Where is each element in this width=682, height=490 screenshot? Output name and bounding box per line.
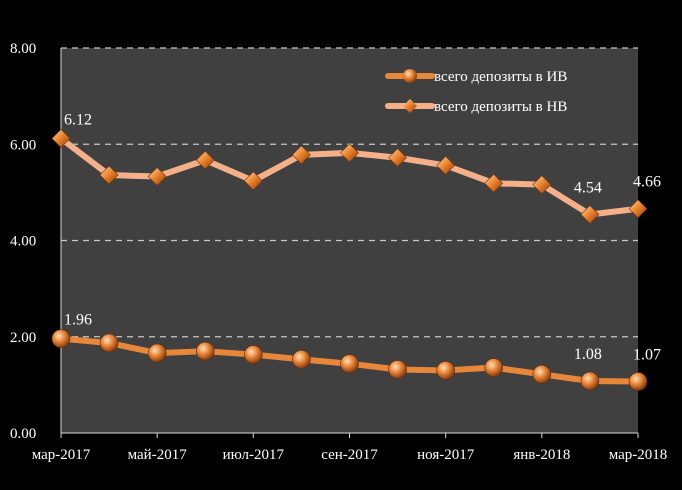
- data-point-circle: [195, 341, 215, 361]
- data-label: 6.12: [64, 111, 92, 128]
- data-point-circle: [436, 361, 455, 380]
- data-point-diamond: [147, 167, 167, 186]
- data-point-diamond: [51, 129, 71, 148]
- legend: всего депозиты в ИВ всего депозиты в НВ: [385, 69, 567, 115]
- data-point-diamond: [580, 205, 600, 224]
- data-label: 4.54: [574, 180, 602, 197]
- x-tick-label: июл-2017: [223, 447, 285, 463]
- data-point-diamond: [243, 171, 263, 191]
- series-layer: [51, 129, 648, 391]
- data-point-circle: [340, 354, 359, 374]
- data-labels: 1.96 1.08 1.07 6.12 4.54 4.66: [64, 111, 661, 363]
- y-tick-label: 6.00: [10, 137, 36, 153]
- y-tick-label: 8.00: [10, 41, 36, 57]
- data-point-circle: [580, 371, 600, 391]
- y-tick-label: 2.00: [10, 330, 36, 346]
- data-point-circle: [388, 360, 407, 379]
- axes: 0.00 2.00 4.00 6.00 8.00 мар-2017 май-2017 июл-…: [10, 41, 667, 463]
- y-tick-label: 0.00: [10, 426, 36, 442]
- legend-marker-circle: [403, 69, 417, 83]
- y-tick-label: 4.00: [10, 234, 36, 250]
- x-tick-label: мар-2017: [32, 447, 91, 463]
- legend-label-1: всего депозиты в ИВ: [434, 69, 567, 85]
- data-point-circle: [532, 364, 552, 384]
- data-point-circle: [244, 345, 263, 364]
- data-point-circle: [99, 333, 119, 353]
- data-point-circle: [147, 343, 167, 363]
- data-point-diamond: [388, 148, 408, 168]
- x-tick-label: мар-2018: [609, 447, 668, 463]
- data-point-diamond: [628, 199, 648, 219]
- data-label: 1.07: [633, 347, 661, 364]
- data-point-diamond: [436, 156, 456, 175]
- data-label: 1.96: [64, 312, 92, 329]
- x-tick-label: янв-2018: [513, 447, 570, 463]
- x-tick-label: сен-2017: [321, 447, 378, 463]
- data-point-diamond: [484, 173, 504, 193]
- data-point-circle: [292, 350, 311, 369]
- data-point-circle: [51, 329, 71, 348]
- legend-marker-diamond: [403, 99, 417, 113]
- data-point-diamond: [532, 175, 552, 195]
- data-point-diamond: [195, 150, 215, 170]
- data-point-diamond: [340, 143, 359, 163]
- data-label: 4.66: [633, 174, 661, 191]
- data-point-diamond: [99, 165, 119, 185]
- legend-label-2: всего депозиты в НВ: [434, 99, 567, 115]
- data-point-circle: [628, 372, 648, 391]
- data-point-diamond: [291, 145, 311, 165]
- data-label: 1.08: [574, 346, 602, 363]
- x-tick-label: ноя-2017: [417, 447, 475, 463]
- data-point-circle: [484, 358, 504, 377]
- x-tick-label: май-2017: [128, 447, 188, 463]
